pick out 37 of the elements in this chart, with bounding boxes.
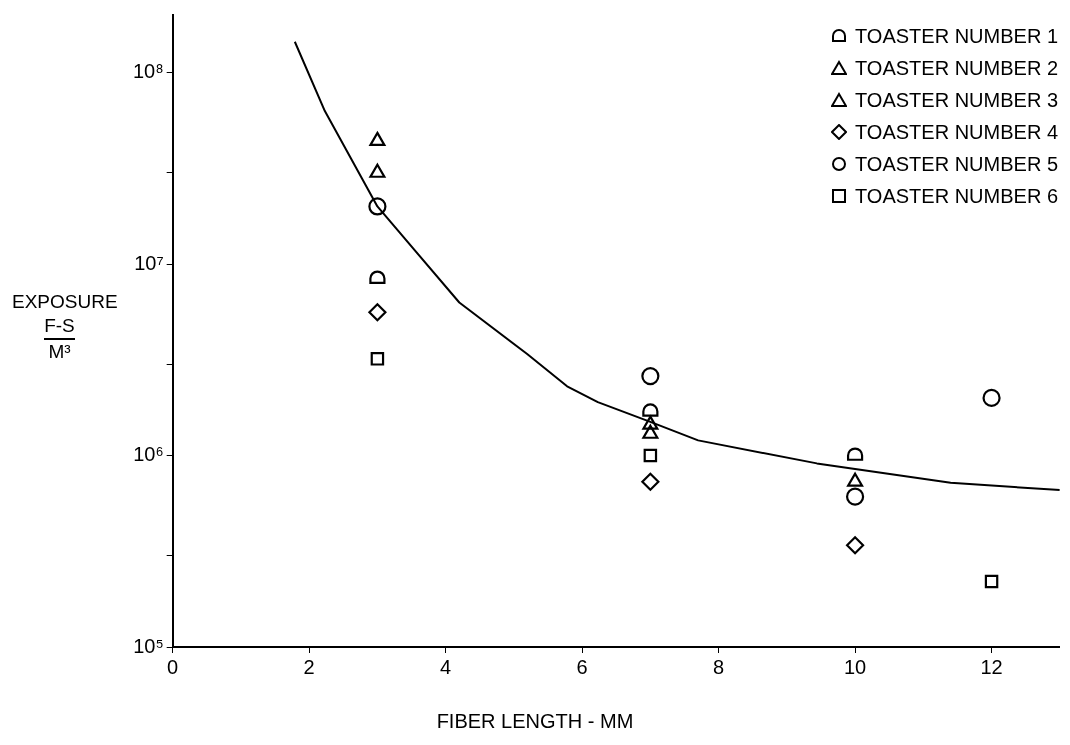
legend-label: TOASTER NUMBER 1 — [855, 24, 1058, 48]
point — [369, 270, 386, 284]
x-tick-label: 10 — [843, 655, 867, 678]
legend-label: TOASTER NUMBER 2 — [855, 56, 1058, 80]
point — [643, 448, 658, 463]
y-tick-label: 10⁵ — [133, 634, 164, 657]
point — [847, 472, 864, 487]
point — [641, 472, 660, 491]
legend-label: TOASTER NUMBER 5 — [855, 152, 1058, 176]
point — [641, 367, 660, 386]
x-axis-title: FIBER LENGTH - MM — [435, 710, 635, 733]
y-tick-label: 10⁶ — [133, 443, 164, 466]
point — [845, 536, 865, 555]
x-tick-label: 2 — [303, 655, 315, 678]
x-tick-label: 6 — [576, 655, 588, 678]
point — [369, 131, 386, 146]
point — [984, 574, 999, 589]
point — [642, 424, 659, 439]
y-tick-label: 10⁷ — [134, 251, 164, 274]
point — [370, 352, 385, 366]
point — [642, 403, 659, 417]
y-tick-label: 10⁸ — [133, 60, 164, 83]
point — [369, 163, 386, 178]
x-tick-label: 0 — [167, 655, 179, 678]
y-axis-title: EXPOSURE F-S M³ — [12, 290, 118, 364]
legend-label: TOASTER NUMBER 3 — [855, 88, 1058, 112]
point — [368, 197, 387, 216]
point — [368, 303, 387, 322]
legend-label: TOASTER NUMBER 6 — [855, 184, 1058, 208]
point — [982, 388, 1001, 408]
x-tick-label: 8 — [713, 655, 725, 678]
point — [846, 447, 864, 461]
legend-label: TOASTER NUMBER 4 — [855, 120, 1058, 144]
x-tick-label: 4 — [440, 655, 452, 678]
point — [642, 415, 659, 430]
point — [845, 487, 865, 506]
x-tick-label: 12 — [980, 655, 1003, 678]
